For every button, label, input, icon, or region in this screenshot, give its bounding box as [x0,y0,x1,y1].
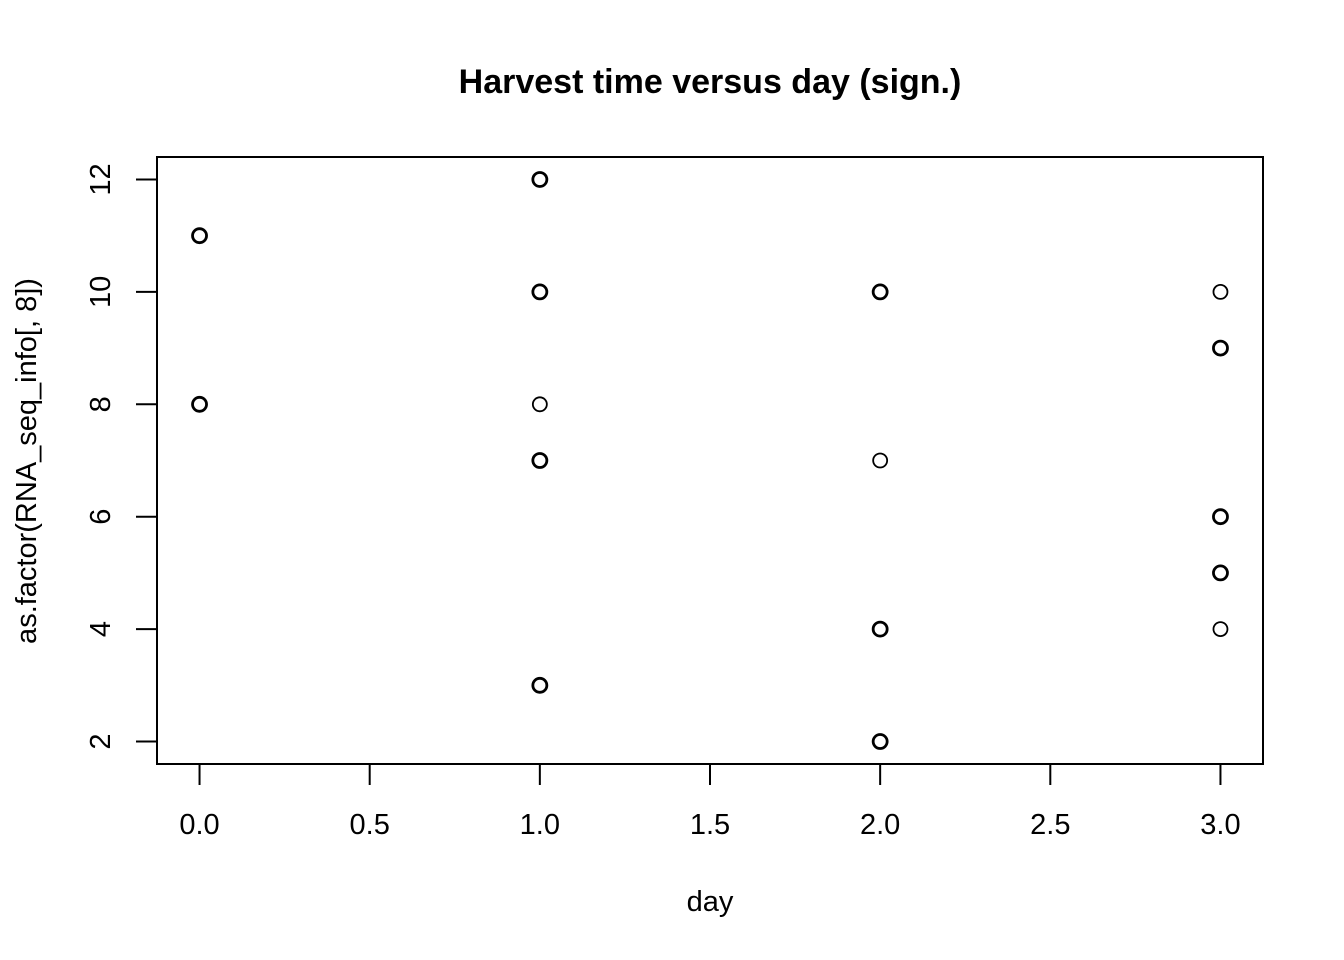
data-point [531,396,548,413]
y-tick-label: 6 [85,509,117,525]
x-tick-label: 0.5 [350,809,390,841]
data-point [191,227,208,245]
data-point [531,171,549,188]
data-point [531,283,549,301]
y-tick-label: 12 [85,163,117,195]
y-tick-label: 2 [85,733,117,749]
y-axis-label: as.factor(RNA_seq_info[, 8]) [11,278,43,644]
data-point [531,676,549,694]
data-point [871,283,889,301]
data-point [871,620,889,638]
data-point [1212,508,1229,526]
data-point [1212,283,1229,300]
points-layer [191,171,1229,750]
chart-title: Harvest time versus day (sign.) [459,63,962,101]
x-tick-label: 0.0 [179,809,219,841]
data-point [191,395,208,413]
y-tick-label: 4 [85,621,117,637]
data-point [1212,621,1229,638]
x-axis: 0.0 0.5 1.0 1.5 2.0 2.5 3.0 [179,763,1241,841]
plot-frame [156,156,1264,765]
data-point [872,452,889,469]
data-point [1212,564,1229,582]
x-tick-label: 1.0 [520,809,560,841]
x-tick-label: 1.5 [690,809,730,841]
data-point [871,733,889,750]
data-point [531,452,549,469]
x-tick-label: 2.5 [1030,809,1070,841]
y-tick-label: 10 [85,276,117,308]
x-axis-label: day [687,886,734,918]
data-point [1212,339,1229,357]
y-tick-label: 8 [85,396,117,412]
y-axis: 2 4 6 8 10 12 [85,163,158,750]
x-tick-label: 2.0 [860,809,900,841]
x-tick-label: 3.0 [1200,809,1240,841]
